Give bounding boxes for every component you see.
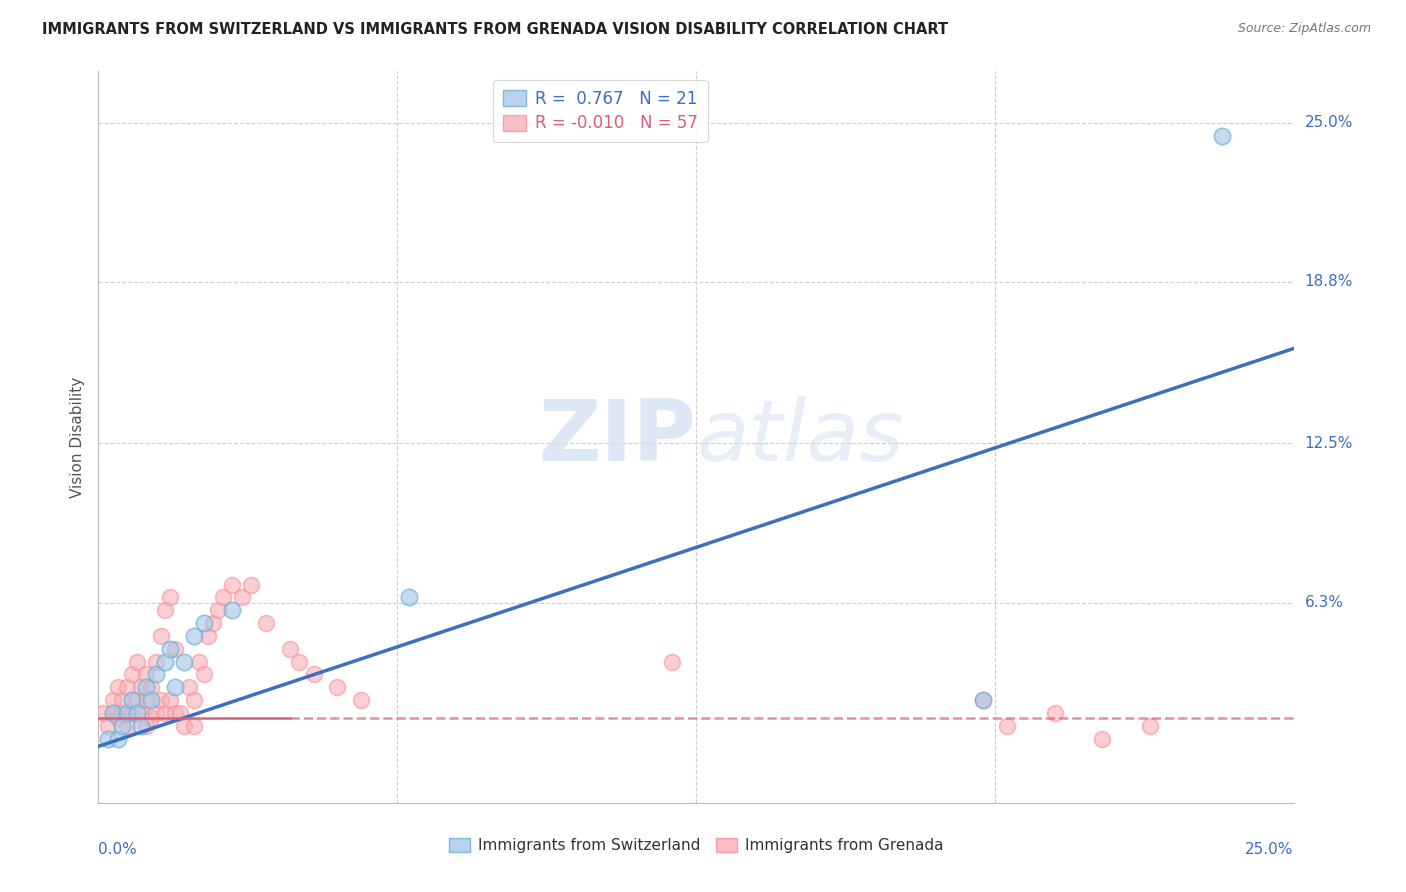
Point (97, 731, 120, 746)
Point (173, 655, 195, 669)
Point (179, 681, 201, 695)
Point (163, 641, 186, 656)
Point (155, 655, 177, 669)
Point (131, 706, 153, 720)
Point (1043, 706, 1066, 720)
Point (115, 706, 138, 720)
Point (111, 719, 134, 733)
Point (1211, 128, 1233, 143)
Point (125, 655, 148, 669)
Point (107, 731, 129, 746)
Text: 0.0%: 0.0% (98, 842, 138, 856)
Point (121, 667, 143, 681)
Text: ZIP: ZIP (538, 395, 696, 479)
Point (125, 706, 148, 720)
Point (398, 591, 420, 605)
Point (149, 693, 172, 707)
Point (159, 693, 181, 707)
Point (135, 667, 157, 681)
Point (155, 706, 177, 720)
Point (107, 681, 129, 695)
Point (326, 681, 349, 695)
Point (254, 616, 277, 631)
Point (101, 706, 124, 720)
Point (972, 693, 994, 707)
Text: 18.8%: 18.8% (1305, 275, 1353, 289)
Point (139, 681, 162, 695)
Text: atlas: atlas (696, 395, 904, 479)
Point (183, 629, 205, 643)
Point (972, 693, 994, 707)
Text: IMMIGRANTS FROM SWITZERLAND VS IMMIGRANTS FROM GRENADA VISION DISABILITY CORRELA: IMMIGRANTS FROM SWITZERLAND VS IMMIGRANT… (42, 22, 948, 37)
Point (288, 655, 311, 669)
Point (111, 706, 134, 720)
Text: 12.5%: 12.5% (1305, 436, 1353, 451)
Point (125, 693, 148, 707)
Point (183, 719, 205, 733)
Point (197, 629, 219, 643)
Point (101, 693, 124, 707)
Point (207, 603, 229, 617)
Point (173, 719, 195, 733)
Point (131, 681, 153, 695)
Point (231, 591, 253, 605)
Point (183, 693, 205, 707)
Y-axis label: Vision Disability: Vision Disability (69, 376, 84, 498)
Point (155, 603, 177, 617)
Text: 6.3%: 6.3% (1305, 595, 1344, 610)
Point (107, 711, 129, 725)
Point (163, 681, 186, 695)
Point (97, 719, 120, 733)
Point (145, 706, 167, 720)
Point (278, 641, 301, 656)
Point (202, 616, 225, 631)
Point (115, 681, 138, 695)
Point (240, 577, 263, 591)
Point (145, 655, 167, 669)
Text: 25.0%: 25.0% (1246, 842, 1294, 856)
Point (163, 706, 186, 720)
Point (145, 667, 167, 681)
Text: Source: ZipAtlas.com: Source: ZipAtlas.com (1237, 22, 1371, 36)
Point (149, 629, 172, 643)
Point (131, 719, 153, 733)
Point (135, 719, 157, 733)
Point (135, 693, 157, 707)
Point (661, 655, 683, 669)
Point (187, 655, 209, 669)
Point (302, 667, 325, 681)
Point (139, 711, 162, 725)
Point (139, 693, 162, 707)
Legend: Immigrants from Switzerland, Immigrants from Grenada: Immigrants from Switzerland, Immigrants … (441, 830, 950, 861)
Point (159, 641, 181, 656)
Point (193, 667, 215, 681)
Point (121, 706, 143, 720)
Point (211, 591, 233, 605)
Point (995, 719, 1018, 733)
Point (1091, 731, 1114, 746)
Point (91, 706, 114, 720)
Point (159, 591, 181, 605)
Point (221, 603, 243, 617)
Point (193, 616, 215, 631)
Point (135, 681, 157, 695)
Text: 25.0%: 25.0% (1305, 115, 1353, 130)
Point (111, 693, 134, 707)
Point (101, 706, 124, 720)
Point (169, 706, 191, 720)
Point (121, 693, 143, 707)
Point (1139, 719, 1161, 733)
Point (115, 719, 138, 733)
Point (350, 693, 373, 707)
Point (221, 577, 243, 591)
